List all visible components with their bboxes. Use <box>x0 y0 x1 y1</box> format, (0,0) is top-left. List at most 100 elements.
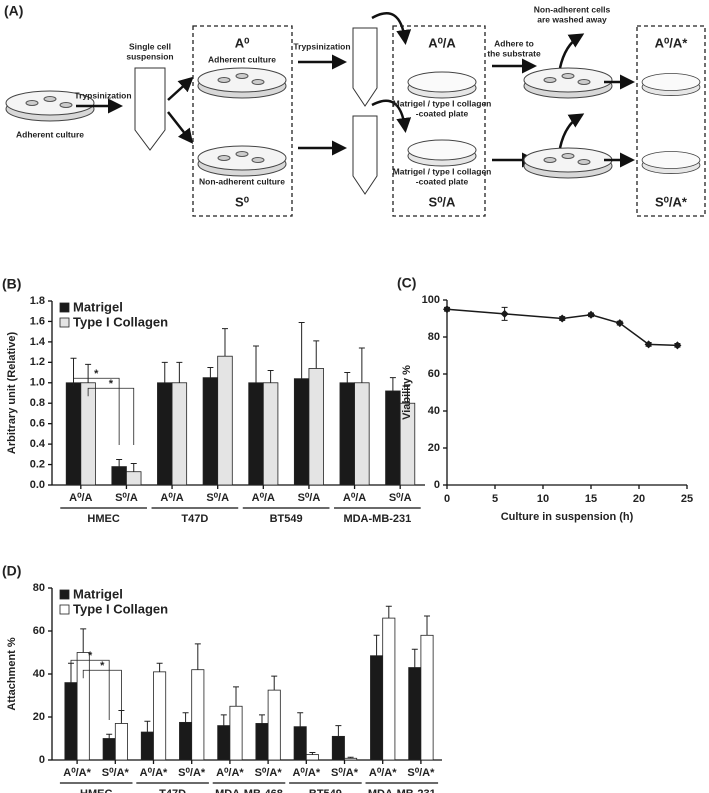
bar <box>370 655 384 761</box>
panel-label: (A) <box>4 3 23 19</box>
error-bar <box>344 372 351 383</box>
caption: Adhere to <box>494 38 534 48</box>
x-tick-label: 25 <box>681 493 693 505</box>
y-tick-label: 0.2 <box>30 458 45 470</box>
y-tick-label: 0.8 <box>30 397 45 409</box>
x-tick-label: A⁰/A <box>69 492 92 504</box>
dashed-box <box>392 25 486 217</box>
bar <box>153 671 167 761</box>
plate <box>407 71 477 99</box>
bar <box>65 382 82 486</box>
plate <box>641 73 701 97</box>
x-axis-label: Culture in suspension (h) <box>501 511 634 523</box>
y-tick-label: 0.0 <box>30 479 45 491</box>
error-bar <box>335 725 342 737</box>
x-tick-label: A⁰/A* <box>292 767 320 779</box>
dashed-box <box>192 25 293 217</box>
panel-label: (D) <box>2 563 21 579</box>
y-tick-label: 60 <box>428 368 440 380</box>
bar <box>293 726 307 761</box>
bar <box>114 723 128 761</box>
tube <box>134 67 166 151</box>
error-bar <box>385 605 392 619</box>
error-bar <box>267 370 274 383</box>
caption: the substrate <box>487 48 541 58</box>
significance-star: * <box>100 660 105 672</box>
panel-label: (B) <box>2 276 21 292</box>
error-bar <box>298 321 305 379</box>
significance-star: * <box>94 368 99 380</box>
significance-bracket <box>73 377 120 445</box>
x-tick-label: A⁰/A* <box>216 767 244 779</box>
bar <box>111 466 127 486</box>
marker <box>673 341 682 350</box>
x-tick-label: S⁰/A <box>206 492 229 504</box>
y-tick-label: 40 <box>33 668 45 680</box>
group-label: S⁰ <box>235 194 250 209</box>
arrow <box>558 113 585 149</box>
caption: Trypsinization <box>293 41 350 51</box>
bar <box>305 754 319 761</box>
y-tick-label: 60 <box>33 625 45 637</box>
error-bar <box>309 751 316 755</box>
x-tick-label: A⁰/A <box>343 492 366 504</box>
group-label: MDA-MB-468 <box>215 788 283 793</box>
y-tick-label: 100 <box>422 294 440 306</box>
bar <box>217 725 231 761</box>
bar <box>262 382 279 486</box>
y-tick-label: 1.4 <box>30 336 46 348</box>
bar <box>76 652 90 761</box>
bar <box>191 669 205 761</box>
x-tick-label: A⁰/A* <box>369 767 397 779</box>
x-tick-label: S⁰/A* <box>407 767 435 779</box>
group-label: MDA-MB-231 <box>343 513 411 525</box>
tube <box>352 115 378 195</box>
bar <box>267 689 281 761</box>
bar <box>408 667 422 761</box>
bar <box>202 377 219 486</box>
bar <box>308 368 324 486</box>
error-bar <box>411 648 418 668</box>
bar <box>248 382 264 486</box>
y-tick-label: 0 <box>434 479 440 491</box>
marker <box>443 305 451 314</box>
y-axis-label: Arbitrary unit (Relative) <box>6 332 18 455</box>
significance-star: * <box>109 378 114 390</box>
bar <box>229 705 243 761</box>
x-tick-label: S⁰/A* <box>102 767 130 779</box>
legend-swatch <box>59 604 70 615</box>
error-bar <box>233 686 240 707</box>
significance-star: * <box>88 650 93 662</box>
bar <box>339 382 355 486</box>
significance-bracket <box>87 387 135 445</box>
arrow <box>371 12 412 45</box>
y-tick-label: 20 <box>33 711 45 723</box>
significance-bracket <box>82 669 122 720</box>
marker <box>500 309 509 318</box>
error-bar <box>220 714 227 726</box>
caption: -coated plate <box>416 108 469 118</box>
plate <box>641 151 701 175</box>
error-bar <box>404 384 411 404</box>
error-bar <box>161 361 168 383</box>
arrow <box>167 111 194 144</box>
y-tick-label: 1.2 <box>30 356 45 368</box>
error-bar <box>271 675 278 691</box>
caption: Non-adherent cells <box>534 4 611 14</box>
plate <box>407 139 477 167</box>
bar <box>64 682 78 761</box>
y-tick-label: 0 <box>39 754 45 766</box>
tube <box>352 27 378 107</box>
dish <box>197 145 287 177</box>
error-bar <box>221 328 228 357</box>
group-label: T47D <box>159 788 186 793</box>
error-bar <box>424 615 431 636</box>
error-bar <box>80 628 87 653</box>
bar <box>255 723 269 761</box>
group-label: BT549 <box>270 513 303 525</box>
group-label: A⁰ <box>235 35 250 50</box>
caption: suspension <box>126 51 173 61</box>
bar <box>354 382 370 486</box>
bar <box>140 731 154 761</box>
